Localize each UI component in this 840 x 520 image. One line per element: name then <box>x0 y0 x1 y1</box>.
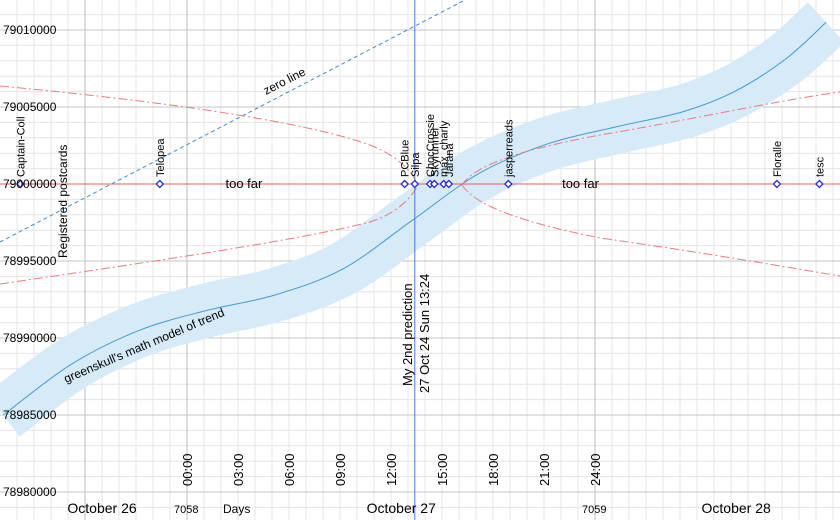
too-far-label: too far <box>226 176 264 191</box>
prediction-label-line2: 27 Oct 24 Sun 13:24 <box>417 274 432 393</box>
prediction-label-line1: My 2nd prediction <box>400 283 415 386</box>
guess-name-label: Jarana <box>444 142 456 177</box>
guess-name-label: max_charly <box>439 120 451 177</box>
y-tick-label: 78995000 <box>3 254 57 268</box>
date-label: October 28 <box>702 500 771 516</box>
date-label: October 26 <box>67 500 136 516</box>
guess-name-label: ChocCrossie <box>425 114 437 177</box>
zero-line <box>0 0 466 243</box>
y-tick-label: 78980000 <box>3 485 57 499</box>
day-number-label: 7058 <box>174 504 198 516</box>
y-tick-label: 79010000 <box>3 23 57 37</box>
guess-name-label: tesc <box>814 156 826 177</box>
guess-name-label: Skyrunner <box>429 127 441 177</box>
guess-name-label: Telopea <box>155 138 167 177</box>
time-tick-label: 12:00 <box>384 453 399 486</box>
time-tick-label: 24:00 <box>588 453 603 486</box>
guess-name-label: PCBlue <box>400 140 412 177</box>
guess-marker <box>772 179 782 189</box>
guess-marker <box>429 179 439 189</box>
guess-marker <box>444 179 454 189</box>
time-tick-label: 06:00 <box>282 453 297 486</box>
red-bound-left-upper <box>0 85 419 186</box>
y-tick-label: 79005000 <box>3 100 57 114</box>
time-tick-label: 21:00 <box>537 453 552 486</box>
time-tick-label: 03:00 <box>231 453 246 486</box>
y-tick-label: 79000000 <box>3 177 57 191</box>
red-bound-right-upper <box>461 91 840 186</box>
guess-marker <box>503 179 513 189</box>
guess-name-label: Floralle <box>772 141 784 177</box>
trend-band <box>0 2 840 437</box>
guess-marker <box>410 179 420 189</box>
time-tick-label: 00:00 <box>180 453 195 486</box>
guess-marker <box>814 179 824 189</box>
guess-marker <box>155 179 165 189</box>
guess-marker <box>400 179 410 189</box>
guess-name-label: Silpa <box>410 152 422 177</box>
trend-curve <box>3 21 827 416</box>
date-label: October 27 <box>367 500 436 516</box>
y-tick-label: 78990000 <box>3 331 57 345</box>
zero-line-label: zero line <box>261 64 308 97</box>
guess-marker <box>15 179 25 189</box>
red-bound-left-lower <box>0 184 419 285</box>
time-tick-label: 15:00 <box>435 453 450 486</box>
guess-name-label: jasperreads <box>503 119 515 178</box>
axis-label-days: Days <box>223 502 250 516</box>
time-tick-label: 09:00 <box>333 453 348 486</box>
y-tick-label: 78985000 <box>3 408 57 422</box>
time-tick-label: 18:00 <box>486 453 501 486</box>
guess-name-label: Captain-Coll <box>15 116 27 177</box>
guess-markers <box>15 179 824 189</box>
red-bound-right-lower <box>461 184 840 277</box>
series-label: Registered postcards <box>56 145 70 258</box>
day-number-label: 7059 <box>582 504 606 516</box>
too-far-label: too far <box>562 176 600 191</box>
